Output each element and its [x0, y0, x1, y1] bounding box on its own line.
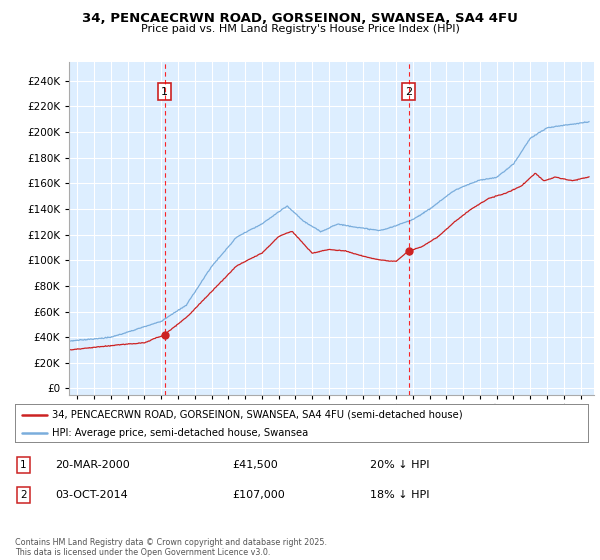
- Text: 03-OCT-2014: 03-OCT-2014: [55, 490, 128, 500]
- Text: £41,500: £41,500: [233, 460, 278, 470]
- Text: 18% ↓ HPI: 18% ↓ HPI: [370, 490, 430, 500]
- Text: 20% ↓ HPI: 20% ↓ HPI: [370, 460, 430, 470]
- Text: Price paid vs. HM Land Registry's House Price Index (HPI): Price paid vs. HM Land Registry's House …: [140, 24, 460, 34]
- Text: 34, PENCAECRWN ROAD, GORSEINON, SWANSEA, SA4 4FU (semi-detached house): 34, PENCAECRWN ROAD, GORSEINON, SWANSEA,…: [52, 409, 463, 419]
- Text: 1: 1: [20, 460, 27, 470]
- Text: HPI: Average price, semi-detached house, Swansea: HPI: Average price, semi-detached house,…: [52, 428, 308, 438]
- Text: 34, PENCAECRWN ROAD, GORSEINON, SWANSEA, SA4 4FU: 34, PENCAECRWN ROAD, GORSEINON, SWANSEA,…: [82, 12, 518, 25]
- Text: 1: 1: [161, 87, 168, 96]
- Text: 2: 2: [20, 490, 27, 500]
- Text: 2: 2: [405, 87, 412, 96]
- Text: 20-MAR-2000: 20-MAR-2000: [55, 460, 130, 470]
- Text: Contains HM Land Registry data © Crown copyright and database right 2025.
This d: Contains HM Land Registry data © Crown c…: [15, 538, 327, 557]
- Text: £107,000: £107,000: [233, 490, 286, 500]
